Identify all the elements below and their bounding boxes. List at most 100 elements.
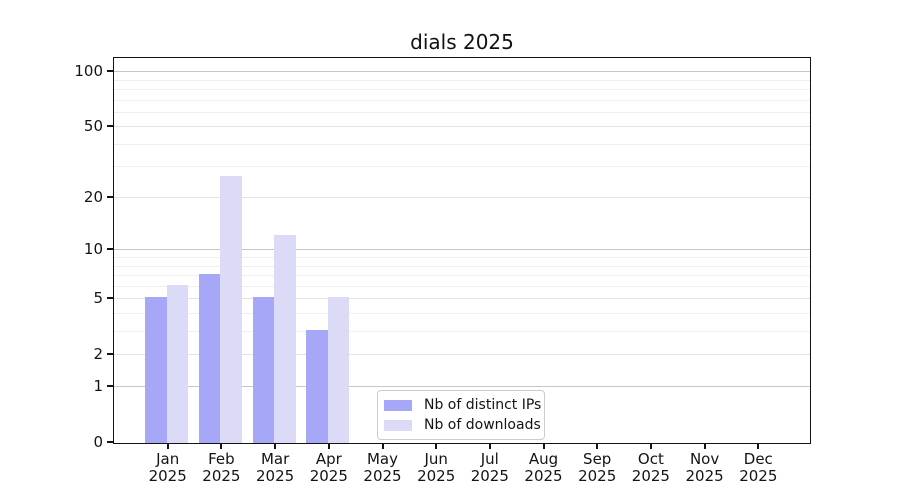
x-tick-mark <box>381 444 384 449</box>
y-gridline-minor <box>114 265 810 267</box>
x-tick-year: 2025 <box>309 467 348 485</box>
x-tick-month: Jun <box>424 450 448 468</box>
y-gridline-major <box>114 386 810 388</box>
x-tick-mark <box>274 444 277 449</box>
x-tick-label: Mar 2025 <box>243 451 307 485</box>
bar-downloads <box>274 234 296 443</box>
x-tick-month: May <box>366 450 398 468</box>
y-gridline-major <box>114 249 810 251</box>
x-tick-month: Apr <box>315 450 342 468</box>
y-tick-mark <box>107 385 113 388</box>
x-tick-year: 2025 <box>148 467 187 485</box>
x-tick-mark <box>488 444 491 449</box>
y-gridline-minor <box>114 79 810 81</box>
y-tick-label: 50 <box>83 117 103 136</box>
bar-distinct-ips <box>252 297 275 443</box>
x-tick-month: Jan <box>156 450 180 468</box>
y-tick-mark <box>107 125 113 128</box>
x-tick-mark <box>757 444 760 449</box>
x-tick-label: May 2025 <box>351 451 415 485</box>
x-tick-label: Apr 2025 <box>297 451 361 485</box>
y-gridline-minor <box>114 285 810 287</box>
bar-distinct-ips <box>198 273 221 443</box>
legend-label: Nb of downloads <box>424 417 541 433</box>
x-tick-month: Aug <box>528 450 559 468</box>
x-tick-mark <box>703 444 706 449</box>
x-tick-year: 2025 <box>631 467 670 485</box>
y-gridline-minor <box>114 88 810 90</box>
legend: Nb of distinct IPs Nb of downloads <box>377 390 545 440</box>
x-tick-year: 2025 <box>578 467 617 485</box>
x-tick-mark <box>649 444 652 449</box>
x-tick-year: 2025 <box>417 467 456 485</box>
x-tick-year: 2025 <box>685 467 724 485</box>
x-tick-year: 2025 <box>524 467 563 485</box>
y-tick-mark <box>107 441 113 443</box>
y-tick-label: 1 <box>93 377 103 396</box>
y-gridline-minor <box>114 111 810 113</box>
x-tick-mark <box>220 444 223 449</box>
x-tick-label: Sep 2025 <box>565 451 629 485</box>
x-tick-year: 2025 <box>202 467 241 485</box>
x-tick-mark <box>542 444 545 449</box>
y-tick-mark <box>107 352 113 355</box>
x-tick-label: Jul 2025 <box>458 451 522 485</box>
bar-downloads <box>327 297 350 443</box>
x-tick-mark <box>327 444 330 449</box>
y-tick-label: 5 <box>93 289 103 307</box>
y-gridline <box>114 298 810 299</box>
y-gridline <box>114 353 810 355</box>
y-gridline <box>114 126 810 128</box>
legend-item: Nb of downloads <box>384 416 541 434</box>
x-tick-month: Nov <box>689 450 720 468</box>
bar-distinct-ips <box>306 329 328 443</box>
legend-label: Nb of distinct IPs <box>424 397 542 413</box>
y-tick-mark <box>107 248 113 251</box>
x-tick-label: Aug 2025 <box>512 451 576 485</box>
y-gridline-minor <box>114 312 810 314</box>
y-gridline-minor <box>114 166 810 168</box>
plot-area: Nb of distinct IPs Nb of downloads <box>113 57 811 444</box>
x-tick-month: Sep <box>583 450 612 468</box>
x-tick-label: Dec 2025 <box>726 451 790 485</box>
x-tick-month: Feb <box>208 450 235 468</box>
x-tick-month: Dec <box>743 450 773 468</box>
legend-swatch <box>384 399 412 411</box>
x-tick-year: 2025 <box>363 467 402 485</box>
y-tick-mark <box>107 297 113 299</box>
x-tick-label: Feb 2025 <box>189 451 253 485</box>
chart-title: dials 2025 <box>410 30 514 54</box>
bar-downloads <box>166 284 189 443</box>
x-tick-mark <box>435 444 438 449</box>
bar-downloads <box>220 176 242 443</box>
y-tick-mark <box>107 196 113 199</box>
legend-swatch <box>384 419 412 431</box>
y-gridline-minor <box>114 143 810 145</box>
x-tick-label: Jan 2025 <box>136 451 200 485</box>
x-tick-year: 2025 <box>739 467 778 485</box>
x-tick-month: Oct <box>637 450 664 468</box>
y-gridline-minor <box>114 330 810 332</box>
y-tick-label: 0 <box>93 433 103 451</box>
y-tick-label: 100 <box>74 62 103 81</box>
y-gridline-minor <box>114 274 810 276</box>
y-gridline-minor <box>114 99 810 101</box>
x-tick-label: Jun 2025 <box>404 451 468 485</box>
x-tick-label: Nov 2025 <box>673 451 737 485</box>
x-tick-mark <box>166 444 169 449</box>
y-tick-label: 2 <box>93 344 103 363</box>
y-gridline <box>114 197 810 199</box>
bar-distinct-ips <box>145 297 167 443</box>
x-tick-mark <box>596 444 599 449</box>
legend-item: Nb of distinct IPs <box>384 396 541 414</box>
y-tick-label: 10 <box>83 240 103 259</box>
x-tick-month: Mar <box>260 450 290 468</box>
x-tick-label: Oct 2025 <box>619 451 683 485</box>
y-gridline-major <box>114 71 810 73</box>
y-tick-label: 20 <box>83 188 103 207</box>
x-tick-month: Jul <box>480 450 499 468</box>
x-tick-year: 2025 <box>256 467 295 485</box>
y-gridline-minor <box>114 257 810 258</box>
y-tick-mark <box>107 70 113 73</box>
